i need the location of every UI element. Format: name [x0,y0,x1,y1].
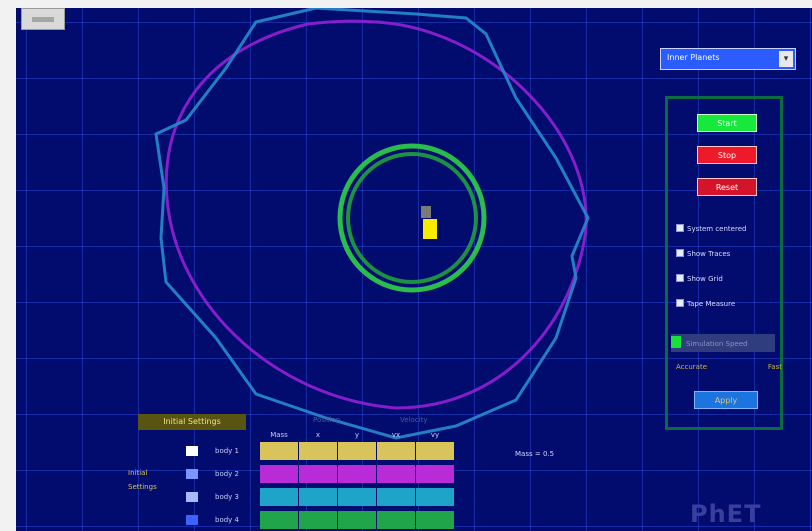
orbit-canvas [154,8,590,440]
speed-slider-label: Simulation Speed [686,340,748,348]
option-show-traces[interactable]: Show Traces [676,248,780,260]
table-cell[interactable] [299,465,337,483]
minimize-icon [32,17,54,22]
table-cell[interactable] [377,442,415,460]
apply-button[interactable]: Apply [694,391,758,409]
table-cell[interactable] [416,442,454,460]
chevron-down-icon[interactable]: ▾ [779,51,793,67]
option-show-grid[interactable]: Show Grid [676,273,780,285]
sun-body[interactable] [423,219,437,239]
option-label: Tape Measure [687,300,736,308]
table-cell[interactable] [299,488,337,506]
table-cell[interactable] [338,465,376,483]
checkbox[interactable] [676,224,684,232]
scenario-dropdown[interactable]: Inner Planets ▾ [660,48,796,70]
table-cell[interactable] [338,511,376,529]
row-swatch [186,469,198,479]
checkbox[interactable] [676,274,684,282]
velocity-label: Velocity [400,416,428,424]
table-cell[interactable] [260,511,298,529]
settings-title: Initial Settings [138,414,246,430]
option-label: System centered [687,225,747,233]
speed-max-label: Fast [767,363,782,371]
table-cell[interactable] [260,465,298,483]
speed-min-label: Accurate [676,363,708,371]
table-cell[interactable] [260,442,298,460]
row-swatch [186,492,198,502]
row-swatch [186,515,198,525]
mass-readout: Mass = 0.5 [515,450,555,458]
table-cell[interactable] [338,442,376,460]
position-label: Position [313,416,341,424]
checkbox[interactable] [676,249,684,257]
speed-slider-track[interactable] [671,334,775,352]
dropdown-value: Inner Planets [667,53,720,62]
table-cell[interactable] [260,488,298,506]
column-header: Mass [270,431,288,439]
reset-button[interactable]: Reset [697,178,757,196]
phet-logo[interactable]: PhET [690,500,762,528]
option-label: Show Traces [687,250,731,258]
column-header: vx [391,431,401,439]
table-cell[interactable] [377,465,415,483]
table-cell[interactable] [299,442,337,460]
column-header: y [354,431,360,439]
option-system-centered[interactable]: System centered [676,223,780,235]
control-panel [665,96,783,430]
green-orbit-inner [346,152,478,284]
stop-button[interactable]: Stop [697,146,757,164]
legend-title-line: Initial [128,469,148,477]
table-cell[interactable] [377,488,415,506]
row-label: body 1 [215,447,239,455]
table-cell[interactable] [416,511,454,529]
option-tape-measure[interactable]: Tape Measure [676,298,780,310]
start-button[interactable]: Start [697,114,757,132]
table-cell[interactable] [377,511,415,529]
blue-orbit-trace [154,8,590,440]
checkbox[interactable] [676,299,684,307]
option-label: Show Grid [687,275,723,283]
purple-orbit-trace [164,19,588,410]
table-cell[interactable] [338,488,376,506]
row-label: body 2 [215,470,239,478]
table-cell[interactable] [416,465,454,483]
planet-body[interactable] [421,206,431,218]
row-label: body 3 [215,493,239,501]
window-menu-button[interactable] [21,8,65,30]
play-area[interactable] [16,8,812,531]
legend-title-line: Settings [128,483,157,491]
green-orbit-outer [337,143,487,293]
column-header: x [315,431,321,439]
table-cell[interactable] [416,488,454,506]
column-header: vy [430,431,440,439]
table-cell[interactable] [299,511,337,529]
row-swatch [186,446,198,456]
row-label: body 4 [215,516,239,524]
legend-title: Initial Settings [128,466,184,496]
speed-slider-handle[interactable] [671,336,681,348]
